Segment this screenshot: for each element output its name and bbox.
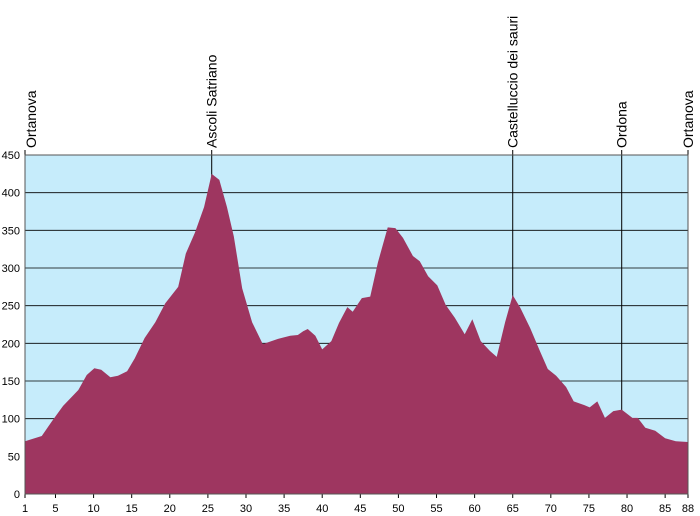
x-tick-label: 55 [430, 503, 442, 515]
y-tick-label: 250 [2, 301, 20, 313]
x-tick-label: 1 [22, 503, 28, 515]
x-tick-label: 35 [278, 503, 290, 515]
annotation-label: Ascoli Satriano [204, 54, 220, 148]
y-tick-label: 0 [14, 489, 20, 501]
annotation-label: Ortanova [23, 90, 39, 148]
x-tick-label: 50 [392, 503, 404, 515]
x-tick-label: 20 [164, 503, 176, 515]
x-tick-label: 85 [659, 503, 671, 515]
x-tick-label: 45 [354, 503, 366, 515]
annotation-label: Castelluccio dei sauri [505, 16, 521, 148]
x-tick-label: 10 [87, 503, 99, 515]
y-tick-label: 450 [2, 150, 20, 162]
x-tick-label: 5 [52, 503, 58, 515]
y-tick-label: 400 [2, 188, 20, 200]
y-tick-label: 150 [2, 376, 20, 388]
x-tick-label: 70 [545, 503, 557, 515]
x-tick-label: 65 [507, 503, 519, 515]
x-tick-label: 75 [583, 503, 595, 515]
x-tick-label: 25 [202, 503, 214, 515]
x-tick-label: 80 [621, 503, 633, 515]
y-tick-label: 100 [2, 414, 20, 426]
x-tick-label: 40 [316, 503, 328, 515]
x-tick-label: 60 [468, 503, 480, 515]
plot-border [24, 154, 689, 495]
y-tick-label: 300 [2, 263, 20, 275]
annotation-label: Ordona [614, 101, 630, 148]
y-tick-label: 200 [2, 338, 20, 350]
x-tick-label: 30 [240, 503, 252, 515]
annotation-label: Ortanova [680, 90, 696, 148]
elevation-area [25, 173, 688, 495]
x-tick-label: 15 [126, 503, 138, 515]
y-tick-label: 350 [2, 225, 20, 237]
x-tick-label: 88 [682, 503, 694, 515]
y-tick-label: 50 [8, 451, 20, 463]
